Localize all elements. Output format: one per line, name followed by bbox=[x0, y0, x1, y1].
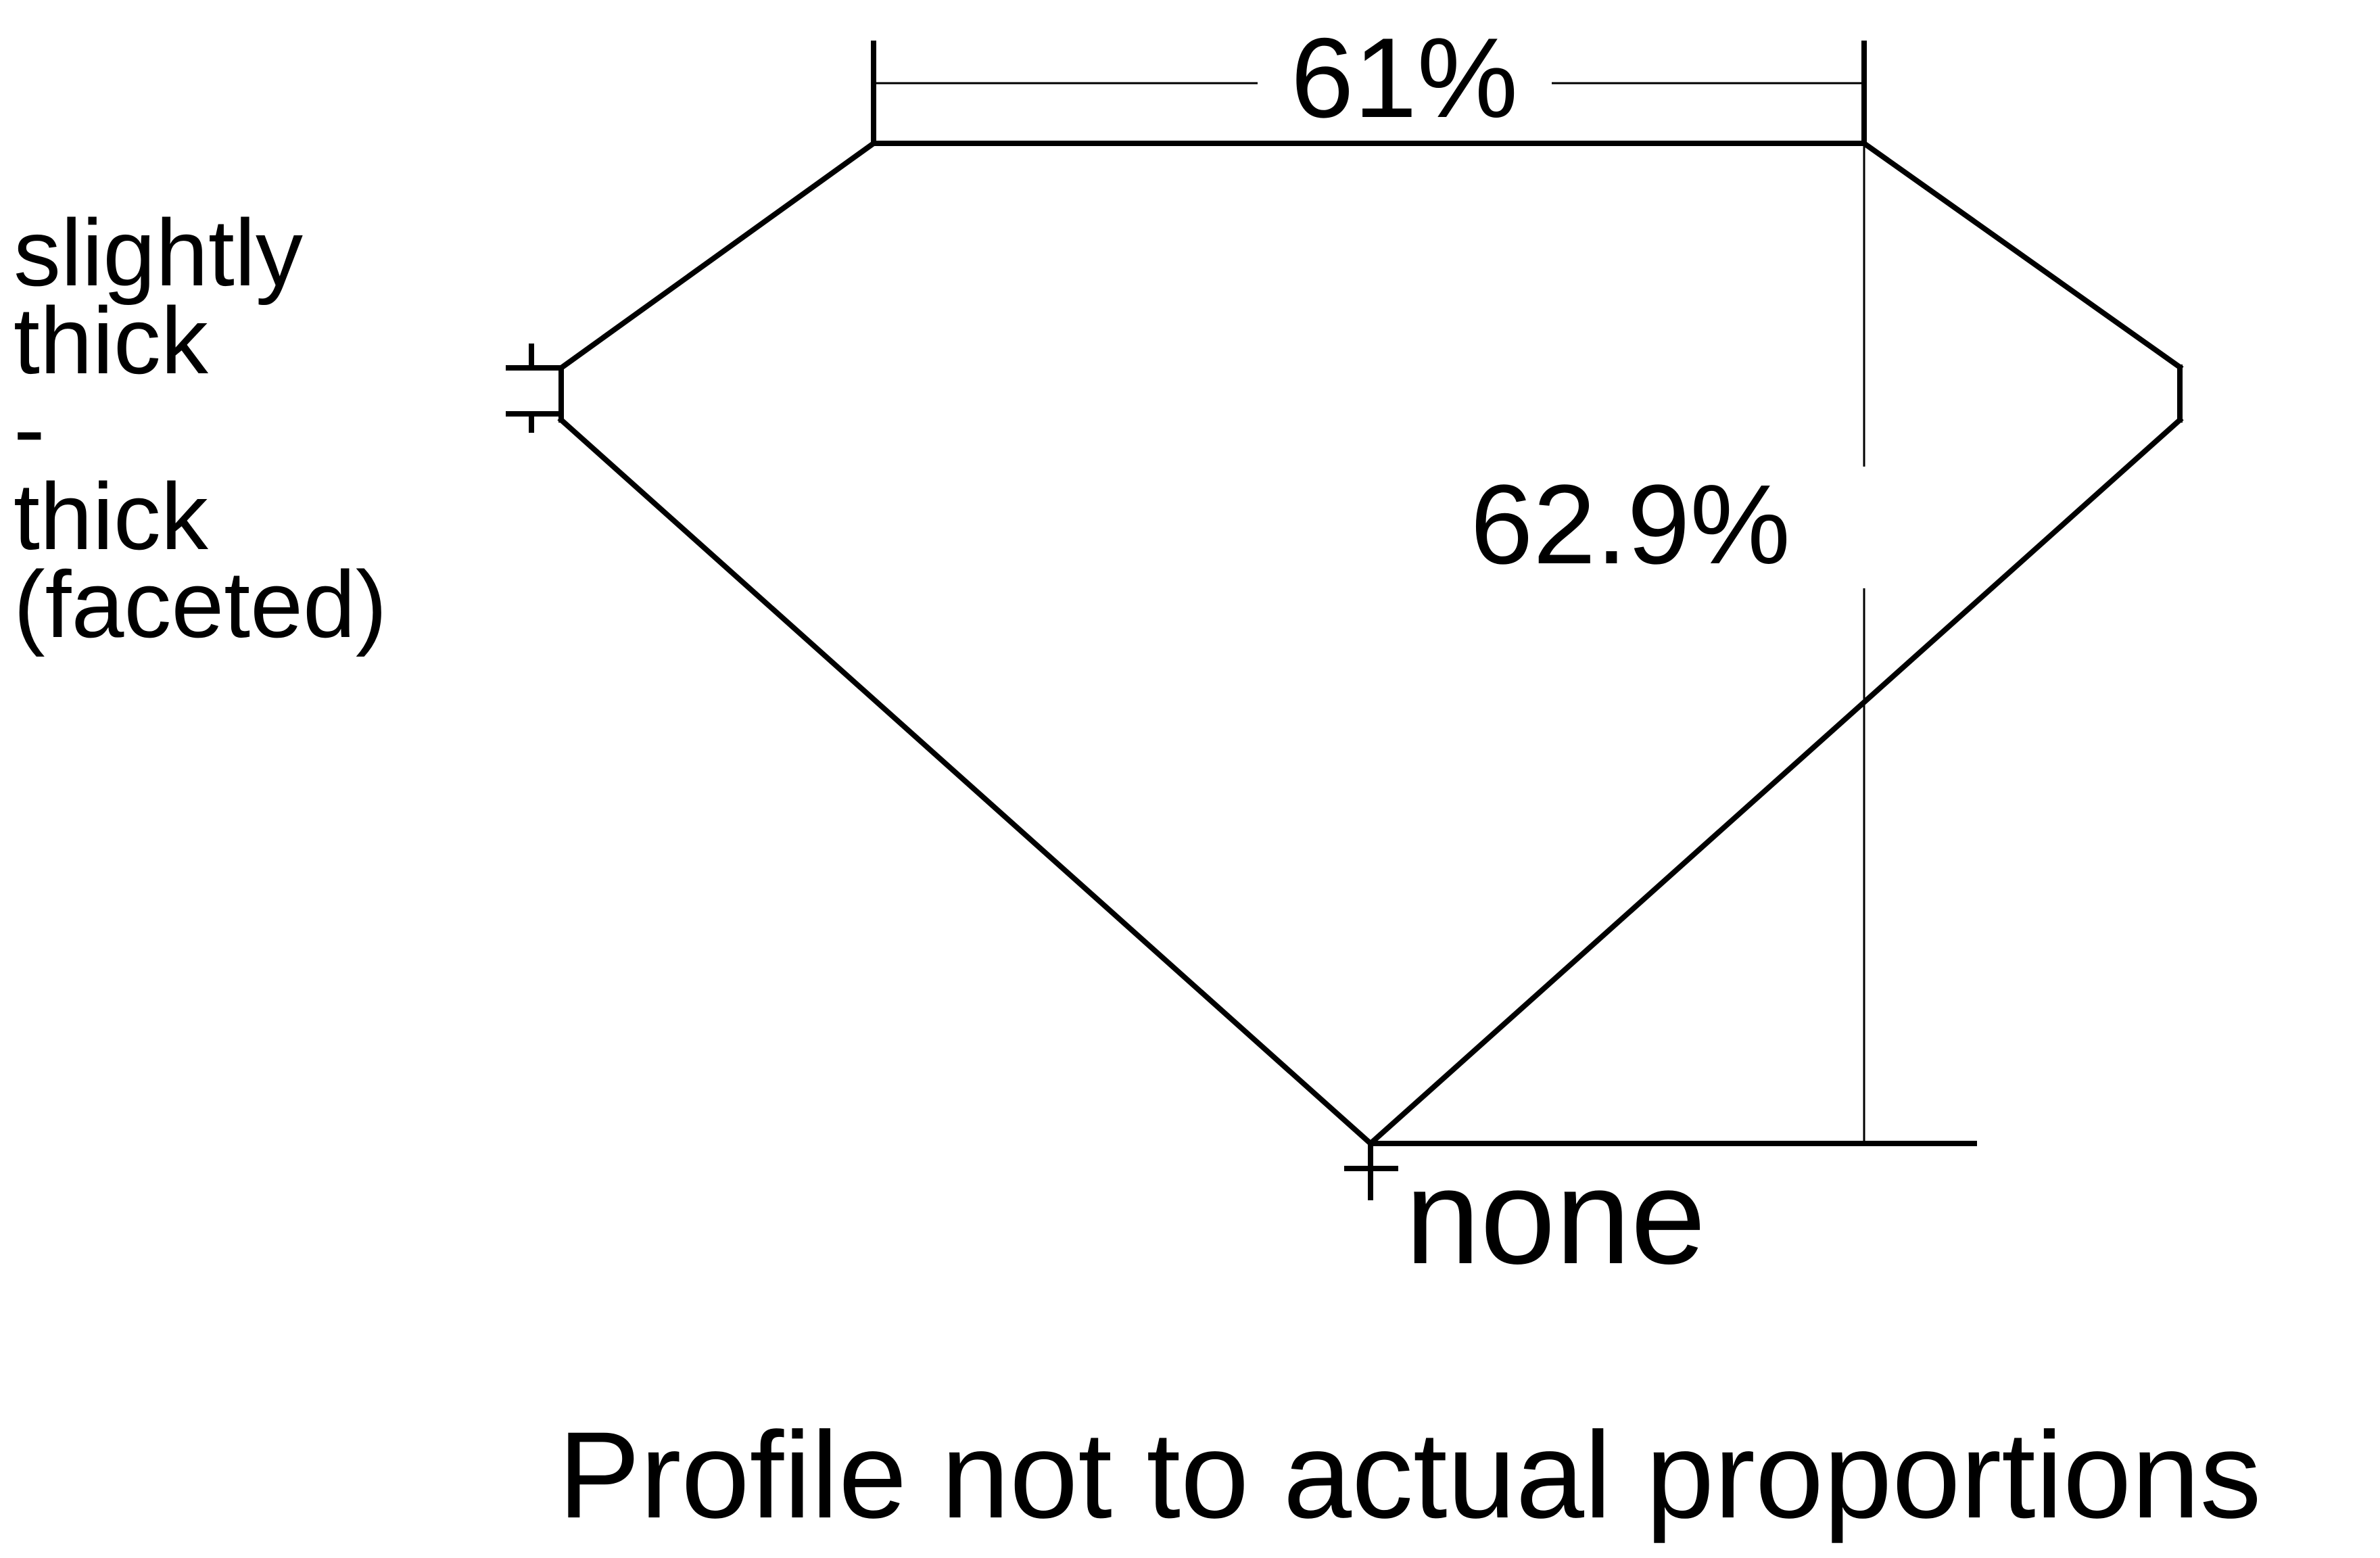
svg-text:none: none bbox=[1405, 1141, 1706, 1292]
svg-text:Profile not to actual proporti: Profile not to actual proportions bbox=[558, 1406, 2261, 1544]
svg-text:61%: 61% bbox=[1291, 14, 1518, 141]
svg-text:62.9%: 62.9% bbox=[1470, 462, 1790, 588]
svg-text:(faceted): (faceted) bbox=[14, 551, 387, 657]
